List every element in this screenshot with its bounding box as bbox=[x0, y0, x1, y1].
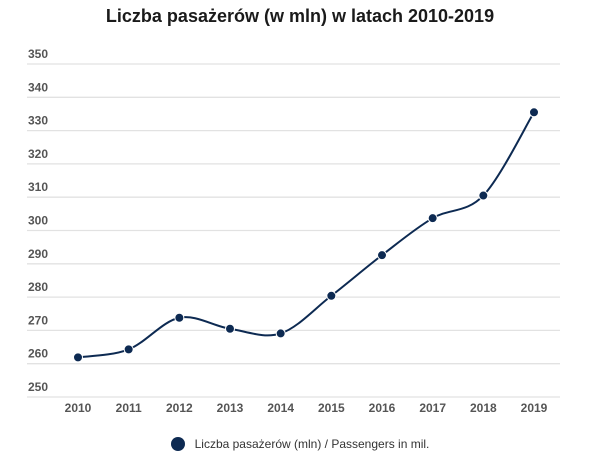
y-tick-label: 340 bbox=[28, 80, 48, 94]
x-tick-label: 2012 bbox=[166, 401, 193, 415]
data-point bbox=[225, 323, 235, 334]
data-point bbox=[326, 290, 337, 301]
y-tick-label: 260 bbox=[28, 347, 48, 361]
y-tick-label: 320 bbox=[28, 147, 48, 161]
data-point bbox=[427, 213, 438, 224]
x-tick-label: 2013 bbox=[217, 401, 244, 415]
data-point bbox=[529, 107, 539, 118]
x-tick-label: 2014 bbox=[267, 401, 294, 415]
data-point bbox=[123, 344, 134, 355]
y-tick-label: 300 bbox=[28, 214, 48, 228]
data-point bbox=[174, 312, 185, 323]
legend: Liczba pasażerów (mln) / Passengers in m… bbox=[0, 437, 600, 451]
legend-label: Liczba pasażerów (mln) / Passengers in m… bbox=[194, 437, 430, 451]
y-tick-label: 330 bbox=[28, 114, 48, 128]
legend-marker bbox=[170, 437, 185, 451]
y-tick-label: 350 bbox=[28, 47, 48, 61]
x-tick-label: 2015 bbox=[318, 401, 345, 415]
x-tick-label: 2017 bbox=[419, 401, 446, 415]
y-tick-label: 280 bbox=[28, 280, 48, 294]
x-tick-label: 2011 bbox=[116, 401, 142, 415]
data-point bbox=[377, 250, 387, 261]
x-tick-label: 2016 bbox=[369, 401, 396, 415]
x-tick-label: 2010 bbox=[65, 401, 92, 415]
x-tick-label: 2019 bbox=[521, 401, 548, 415]
y-tick-label: 270 bbox=[28, 313, 48, 327]
series-line bbox=[77, 111, 535, 359]
y-tick-label: 310 bbox=[28, 180, 48, 194]
data-point bbox=[73, 352, 83, 363]
y-tick-label: 250 bbox=[28, 380, 48, 394]
data-point bbox=[478, 190, 489, 201]
data-point bbox=[275, 328, 286, 339]
x-tick-label: 2018 bbox=[470, 401, 497, 415]
chart-title: Liczba pasażerów (w mln) w latach 2010-2… bbox=[105, 6, 495, 26]
y-tick-label: 290 bbox=[28, 247, 48, 261]
